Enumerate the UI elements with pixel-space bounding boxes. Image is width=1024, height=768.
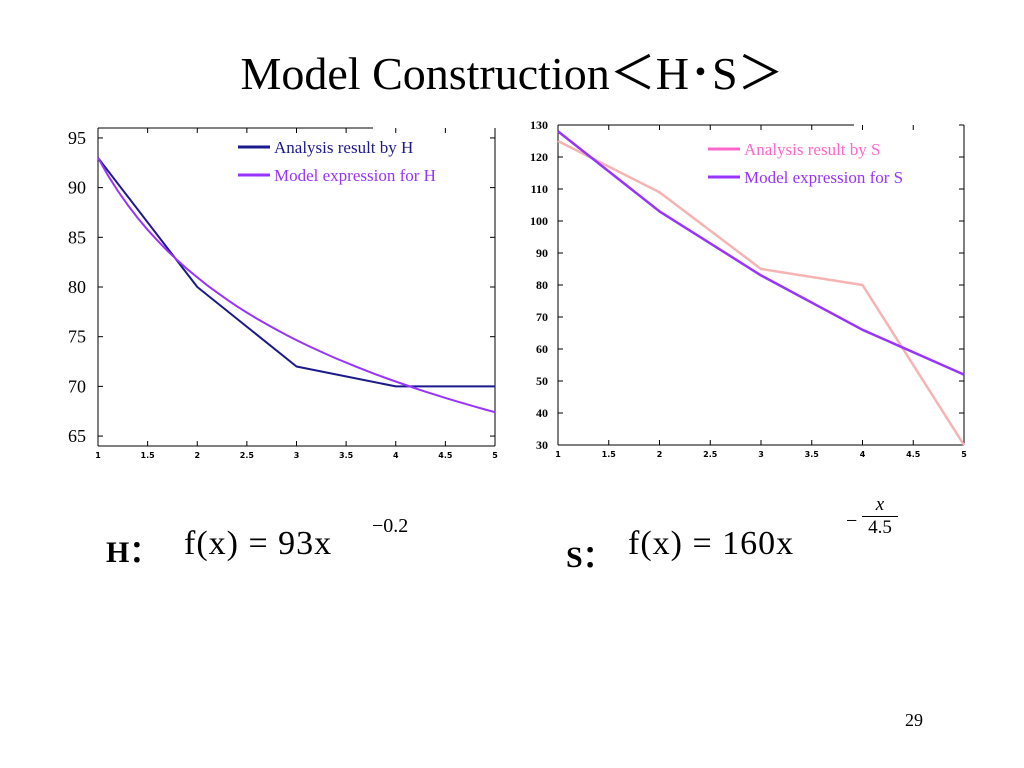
chart-s-series-line-2: [557, 130, 965, 376]
y-tick-label: 90: [68, 178, 86, 198]
slide-title: Model Construction＜H･S＞: [240, 48, 784, 99]
y-tick-label: 40: [536, 406, 548, 420]
chart-h: 95 90 85 80 75 70 65 1 1.5 2 2.5 3 3.5 4 4.5 5 Analysis …: [68, 127, 498, 460]
chart-h-series-line-2: [97, 157, 496, 414]
formula-s-label: S：: [566, 541, 613, 574]
formula-s-exp-denominator: 4.5: [868, 517, 892, 538]
x-tick-label: 2: [194, 451, 200, 460]
formula-s-exp-fraction: x 4.5: [860, 494, 900, 539]
y-tick-label: 70: [536, 310, 548, 324]
x-tick-label: 4.5: [438, 451, 453, 460]
x-tick-label: 3.5: [805, 450, 820, 459]
x-tick-label: 1.5: [141, 451, 156, 460]
y-tick-label: 120: [530, 150, 548, 164]
formula-s-exp-sign: −: [846, 510, 858, 532]
chart-s-series-line-1: [557, 139, 966, 446]
formula-h-exponent: −0.2: [372, 515, 409, 537]
x-tick-label: 2.5: [703, 450, 718, 459]
chart-h-series-line-1: [97, 157, 495, 388]
formula-s-exp-numerator: x: [875, 494, 885, 515]
formula-s-body: f(x) = 160x: [628, 525, 795, 562]
chart-s: 130 120 110 100 90 80 70 60 50 40 30 1 1.5 2 2.5 3 3.5 4 4…: [530, 118, 967, 459]
page-number: 29: [905, 710, 923, 730]
formula-h-body: f(x) = 93x: [184, 525, 333, 562]
y-tick-label: 110: [531, 182, 548, 196]
chart-s-legend-label-2: Model expression for S: [744, 168, 903, 187]
y-tick-label: 70: [68, 376, 86, 396]
y-tick-label: 95: [68, 128, 86, 148]
chart-s-legend-label-1: Analysis result by S: [744, 140, 880, 159]
x-tick-label: 2.5: [240, 451, 255, 460]
y-tick-label: 80: [536, 278, 548, 292]
formula-s-fraction-bar: [862, 516, 898, 517]
y-tick-label: 100: [530, 214, 548, 228]
x-tick-label: 3: [758, 450, 764, 459]
y-tick-label: 30: [536, 438, 548, 452]
y-tick-label: 75: [68, 327, 86, 347]
y-tick-label: 65: [68, 426, 86, 446]
chart-h-legend-label-1: Analysis result by H: [274, 138, 413, 157]
y-tick-label: 85: [68, 227, 86, 247]
x-tick-label: 3: [294, 451, 300, 460]
x-tick-label: 4.5: [906, 450, 921, 459]
y-tick-label: 60: [536, 342, 548, 356]
x-tick-label: 1: [555, 450, 561, 459]
x-tick-label: 5: [961, 450, 967, 459]
x-tick-label: 2: [657, 450, 663, 459]
x-tick-label: 1: [95, 451, 101, 460]
x-tick-label: 4: [860, 450, 866, 459]
x-tick-label: 4: [393, 451, 399, 460]
formula-h-label: H：: [106, 536, 160, 569]
x-tick-label: 3.5: [339, 451, 354, 460]
y-tick-label: 50: [536, 374, 548, 388]
chart-h-legend-label-2: Model expression for H: [274, 166, 436, 185]
y-tick-label: 90: [536, 246, 548, 260]
y-tick-label: 130: [530, 118, 548, 132]
x-tick-label: 5: [492, 451, 498, 460]
y-tick-label: 80: [68, 277, 86, 297]
x-tick-label: 1.5: [602, 450, 617, 459]
